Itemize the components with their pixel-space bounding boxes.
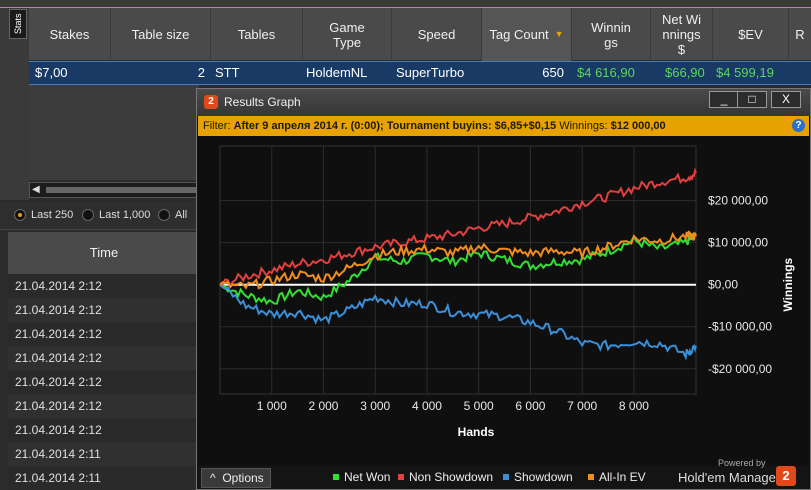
results-chart: 1 000 2 000 3 000 4 000 5 000 6 000 7 000 8 000… [198,136,809,466]
list-item[interactable]: 21.04.2014 2:12 [15,327,102,341]
cell-game-type: HoldemNL [306,65,368,80]
x-tick-label: 7 000 [567,399,597,413]
cell-net-winnings: $66,90 [665,65,705,80]
sort-descending-icon: ▼ [554,29,564,39]
stats-table-header: Stakes Table size Tables Game Type Speed… [29,8,811,61]
radio-selected-icon [14,209,26,221]
scrollbar-thumb[interactable] [46,187,196,193]
horizontal-scrollbar[interactable]: ◀ [29,182,199,198]
window-title-bar[interactable]: 2 Results Graph _ □ X [197,89,810,116]
column-header-speed[interactable]: Speed [392,8,482,61]
legend-label: All-In EV [599,470,646,484]
results-chart-svg: 1 000 2 000 3 000 4 000 5 000 6 000 7 000 8 000… [219,145,795,439]
cell-tables: STT [215,65,240,80]
scroll-left-icon[interactable]: ◀ [32,184,40,195]
legend-label: Showdown [514,470,573,484]
list-item[interactable]: 21.04.2014 2:12 [15,279,102,293]
cell-stakes: $7,00 [35,65,68,80]
filter-label: Filter: [203,120,231,132]
top-toolbar-strip [0,0,811,8]
legend-item[interactable]: Net Won [333,470,390,484]
series-line-all-in-ev [219,230,697,290]
y-axis-title: Winnings [781,257,795,311]
x-tick-label: 3 000 [360,399,390,413]
cell-speed: SuperTurbo [396,65,465,80]
cell-ev: $4 599,19 [716,65,774,80]
list-item[interactable]: 21.04.2014 2:12 [8,394,200,418]
close-button[interactable]: X [771,91,801,108]
column-header-r[interactable]: R [795,27,805,42]
column-header-winnings[interactable]: Winnings [572,8,651,61]
legend-item[interactable]: All-In EV [588,470,646,484]
y-tick-label: -$10 000,00 [708,320,772,334]
filter-winnings-value: $12 000,00 [610,120,666,132]
x-tick-label: 5 000 [464,399,494,413]
y-tick-label: -$20 000,00 [708,362,772,376]
cell-winnings: $4 616,90 [577,65,635,80]
table-row[interactable]: $7,00 2 STT HoldemNL SuperTurbo 650 $4 6… [29,61,811,85]
filter-winnings-label: Winnings: [559,120,608,132]
radio-all[interactable]: All [158,209,187,221]
graph-bottom-bar: ^ Options Net Won Non Showdown Showdown All… [198,458,809,489]
filter-text: After 9 апреля 2014 г. (0:00); Tournamen… [233,120,557,132]
legend-label: Net Won [344,470,391,484]
stats-tab[interactable]: Stats [9,9,27,39]
range-radio-group: Last 250 Last 1,000 All [0,202,200,230]
column-header-stakes[interactable]: Stakes [29,8,111,61]
column-header-ev[interactable]: $EV [713,8,789,61]
column-header-time[interactable]: Time [8,232,200,274]
y-tick-label: $10 000,00 [708,236,768,250]
x-tick-label: 6 000 [515,399,545,413]
column-header-tag-count[interactable]: Tag Count ▼ [482,8,572,61]
table-body-empty [29,85,199,180]
list-item[interactable]: 21.04.2014 2:11 [15,471,101,485]
list-item[interactable]: 21.04.2014 2:11 [8,442,200,466]
window-title: Results Graph [224,95,301,109]
radio-unselected-icon [82,209,94,221]
x-axis-title: Hands [458,425,495,439]
y-tick-label: $0,00 [708,278,738,292]
plot-area [219,145,697,395]
legend-swatch-icon [333,474,339,480]
side-strip [0,8,29,200]
radio-last-250[interactable]: Last 250 [14,209,73,221]
options-button[interactable]: ^ Options [201,468,271,488]
list-item[interactable]: 21.04.2014 2:12 [15,423,102,437]
series-line-showdown [219,283,697,361]
radio-unselected-icon [158,209,170,221]
app-logo-icon: 2 [204,95,218,109]
legend-swatch-icon [503,474,509,480]
radio-last-1000[interactable]: Last 1,000 [82,209,150,221]
column-header-tables[interactable]: Tables [211,8,303,61]
brand-logo-icon: 2 [776,466,796,486]
series-line-non-showdown [219,167,697,288]
cell-tag-count: 650 [542,65,564,80]
list-item[interactable]: 21.04.2014 2:12 [15,375,102,389]
column-header-net-winnings[interactable]: Net Winnings $ [651,8,713,61]
time-list: 21.04.2014 2:12 21.04.2014 2:12 21.04.20… [8,274,200,490]
help-icon[interactable]: ? [792,119,805,132]
maximize-button[interactable]: □ [737,91,767,108]
x-tick-label: 2 000 [308,399,338,413]
list-item[interactable]: 21.04.2014 2:12 [8,346,200,370]
y-tick-label: $20 000,00 [708,194,768,208]
filter-bar[interactable]: Filter: After 9 апреля 2014 г. (0:00); T… [198,116,809,136]
chevron-up-icon: ^ [210,471,216,485]
x-tick-label: 1 000 [257,399,287,413]
results-graph-window: 2 Results Graph _ □ X Filter: After 9 ап… [196,88,811,490]
legend-label: Non Showdown [409,470,494,484]
minimize-button[interactable]: _ [709,91,739,108]
legend-item[interactable]: Showdown [503,470,573,484]
brand-name: Hold'em Manager [678,470,781,485]
legend-swatch-icon [398,474,404,480]
legend-item[interactable]: Non Showdown [398,470,493,484]
legend-swatch-icon [588,474,594,480]
column-header-game-type[interactable]: Game Type [303,8,392,61]
x-tick-label: 4 000 [412,399,442,413]
column-header-table-size[interactable]: Table size [111,8,211,61]
powered-by-text: Powered by [718,458,766,468]
x-tick-label: 8 000 [619,399,649,413]
cell-table-size: 2 [197,65,205,80]
list-item[interactable]: 21.04.2014 2:12 [8,298,200,322]
